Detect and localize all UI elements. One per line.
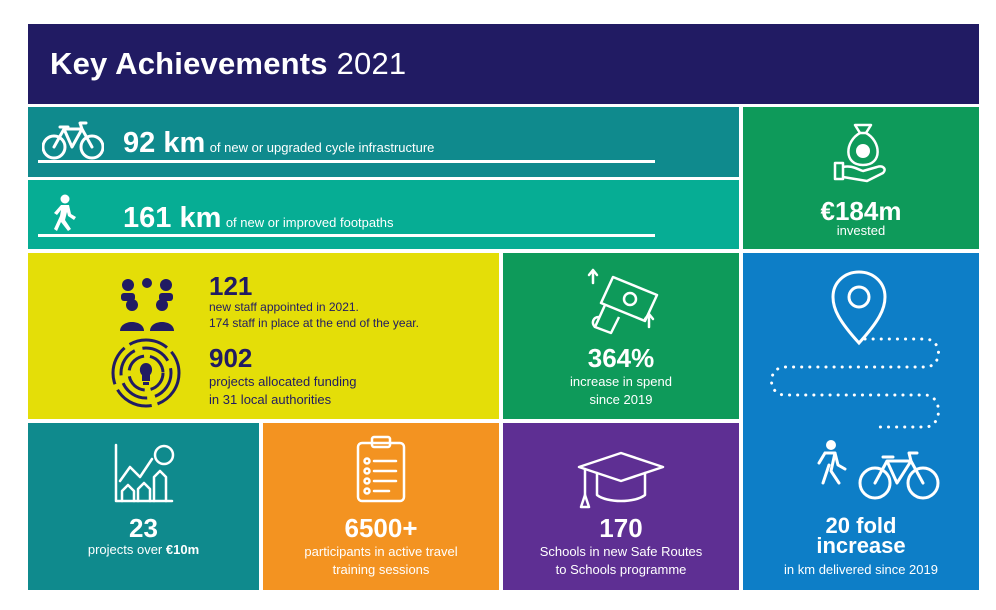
dotted-route-path <box>765 335 955 435</box>
cycle-value: 92 km <box>123 127 206 159</box>
money-rising-icon <box>583 265 663 337</box>
footpath-strip: 161 km of new or improved footpaths <box>28 180 739 249</box>
footpath-stat: 161 km of new or improved footpaths <box>123 202 393 235</box>
staff-projects-tile: 121 new staff appointed in 2021. 174 sta… <box>28 253 499 419</box>
increase-text: in km delivered since 2019 <box>784 562 938 577</box>
cycle-infrastructure-strip: 92 km of new or upgraded cycle infrastru… <box>28 107 739 177</box>
schools-tile: 170 Schools in new Safe Routes to School… <box>503 423 739 590</box>
schools-line2: to Schools programme <box>555 562 687 577</box>
spend-line1: increase in spend <box>570 374 672 389</box>
staff-line1: new staff appointed in 2021. <box>209 300 359 314</box>
cycle-text: of new or upgraded cycle infrastructure <box>209 140 435 155</box>
footpath-underline <box>38 234 655 237</box>
walk-cycle-icon <box>815 439 941 501</box>
projects-value: 902 <box>209 343 253 373</box>
projects-line1: projects allocated funding <box>209 374 357 389</box>
participants-value: 6500+ <box>344 513 418 543</box>
participants-line2: training sessions <box>332 562 430 577</box>
page-title: Key Achievements 2021 <box>50 46 407 81</box>
header-banner: Key Achievements 2021 <box>28 24 979 104</box>
projects-10m-text-prefix: projects over <box>87 542 166 557</box>
bicycle-icon <box>42 121 104 161</box>
spend-value: 364% <box>587 343 655 373</box>
participants-line1: participants in active travel <box>304 544 458 559</box>
growth-chart-icon <box>112 443 176 505</box>
people-group-icon <box>118 275 176 333</box>
projects-10m-tile: 23 projects over €10m <box>28 423 259 590</box>
participants-tile: 6500+ participants in active travel trai… <box>263 423 499 590</box>
clipboard-list-icon <box>355 435 407 503</box>
lightbulb-maze-icon <box>110 337 182 409</box>
increase-value-line2: increase <box>816 533 906 558</box>
money-bag-hand-icon <box>833 121 893 183</box>
staff-line2: 174 staff in place at the end of the yea… <box>209 316 419 330</box>
increase-value-line1: 20 fold <box>825 513 897 538</box>
footpath-value: 161 km <box>123 202 222 234</box>
cycle-stat: 92 km of new or upgraded cycle infrastru… <box>123 127 434 160</box>
footpath-text: of new or improved footpaths <box>225 215 394 230</box>
invested-text: invested <box>836 223 886 238</box>
invested-value: €184m <box>820 196 902 226</box>
spend-tile: 364% increase in spend since 2019 <box>503 253 739 419</box>
staff-value: 121 <box>209 271 253 301</box>
location-pin-icon <box>829 269 889 347</box>
projects-10m-text: projects over €10m <box>28 541 259 558</box>
spend-line2: since 2019 <box>589 392 653 407</box>
invested-tile: €184m invested <box>743 107 979 249</box>
schools-value: 170 <box>599 513 643 543</box>
graduation-cap-icon <box>575 451 667 513</box>
walking-person-icon <box>52 194 78 232</box>
schools-line1: Schools in new Safe Routes <box>539 544 703 559</box>
increase-tile: 20 fold increase in km delivered since 2… <box>743 253 979 590</box>
projects-10m-text-bold: €10m <box>165 542 200 557</box>
projects-line2: in 31 local authorities <box>209 392 332 407</box>
cycle-underline <box>38 160 655 163</box>
projects-10m-value: 23 <box>129 513 158 543</box>
